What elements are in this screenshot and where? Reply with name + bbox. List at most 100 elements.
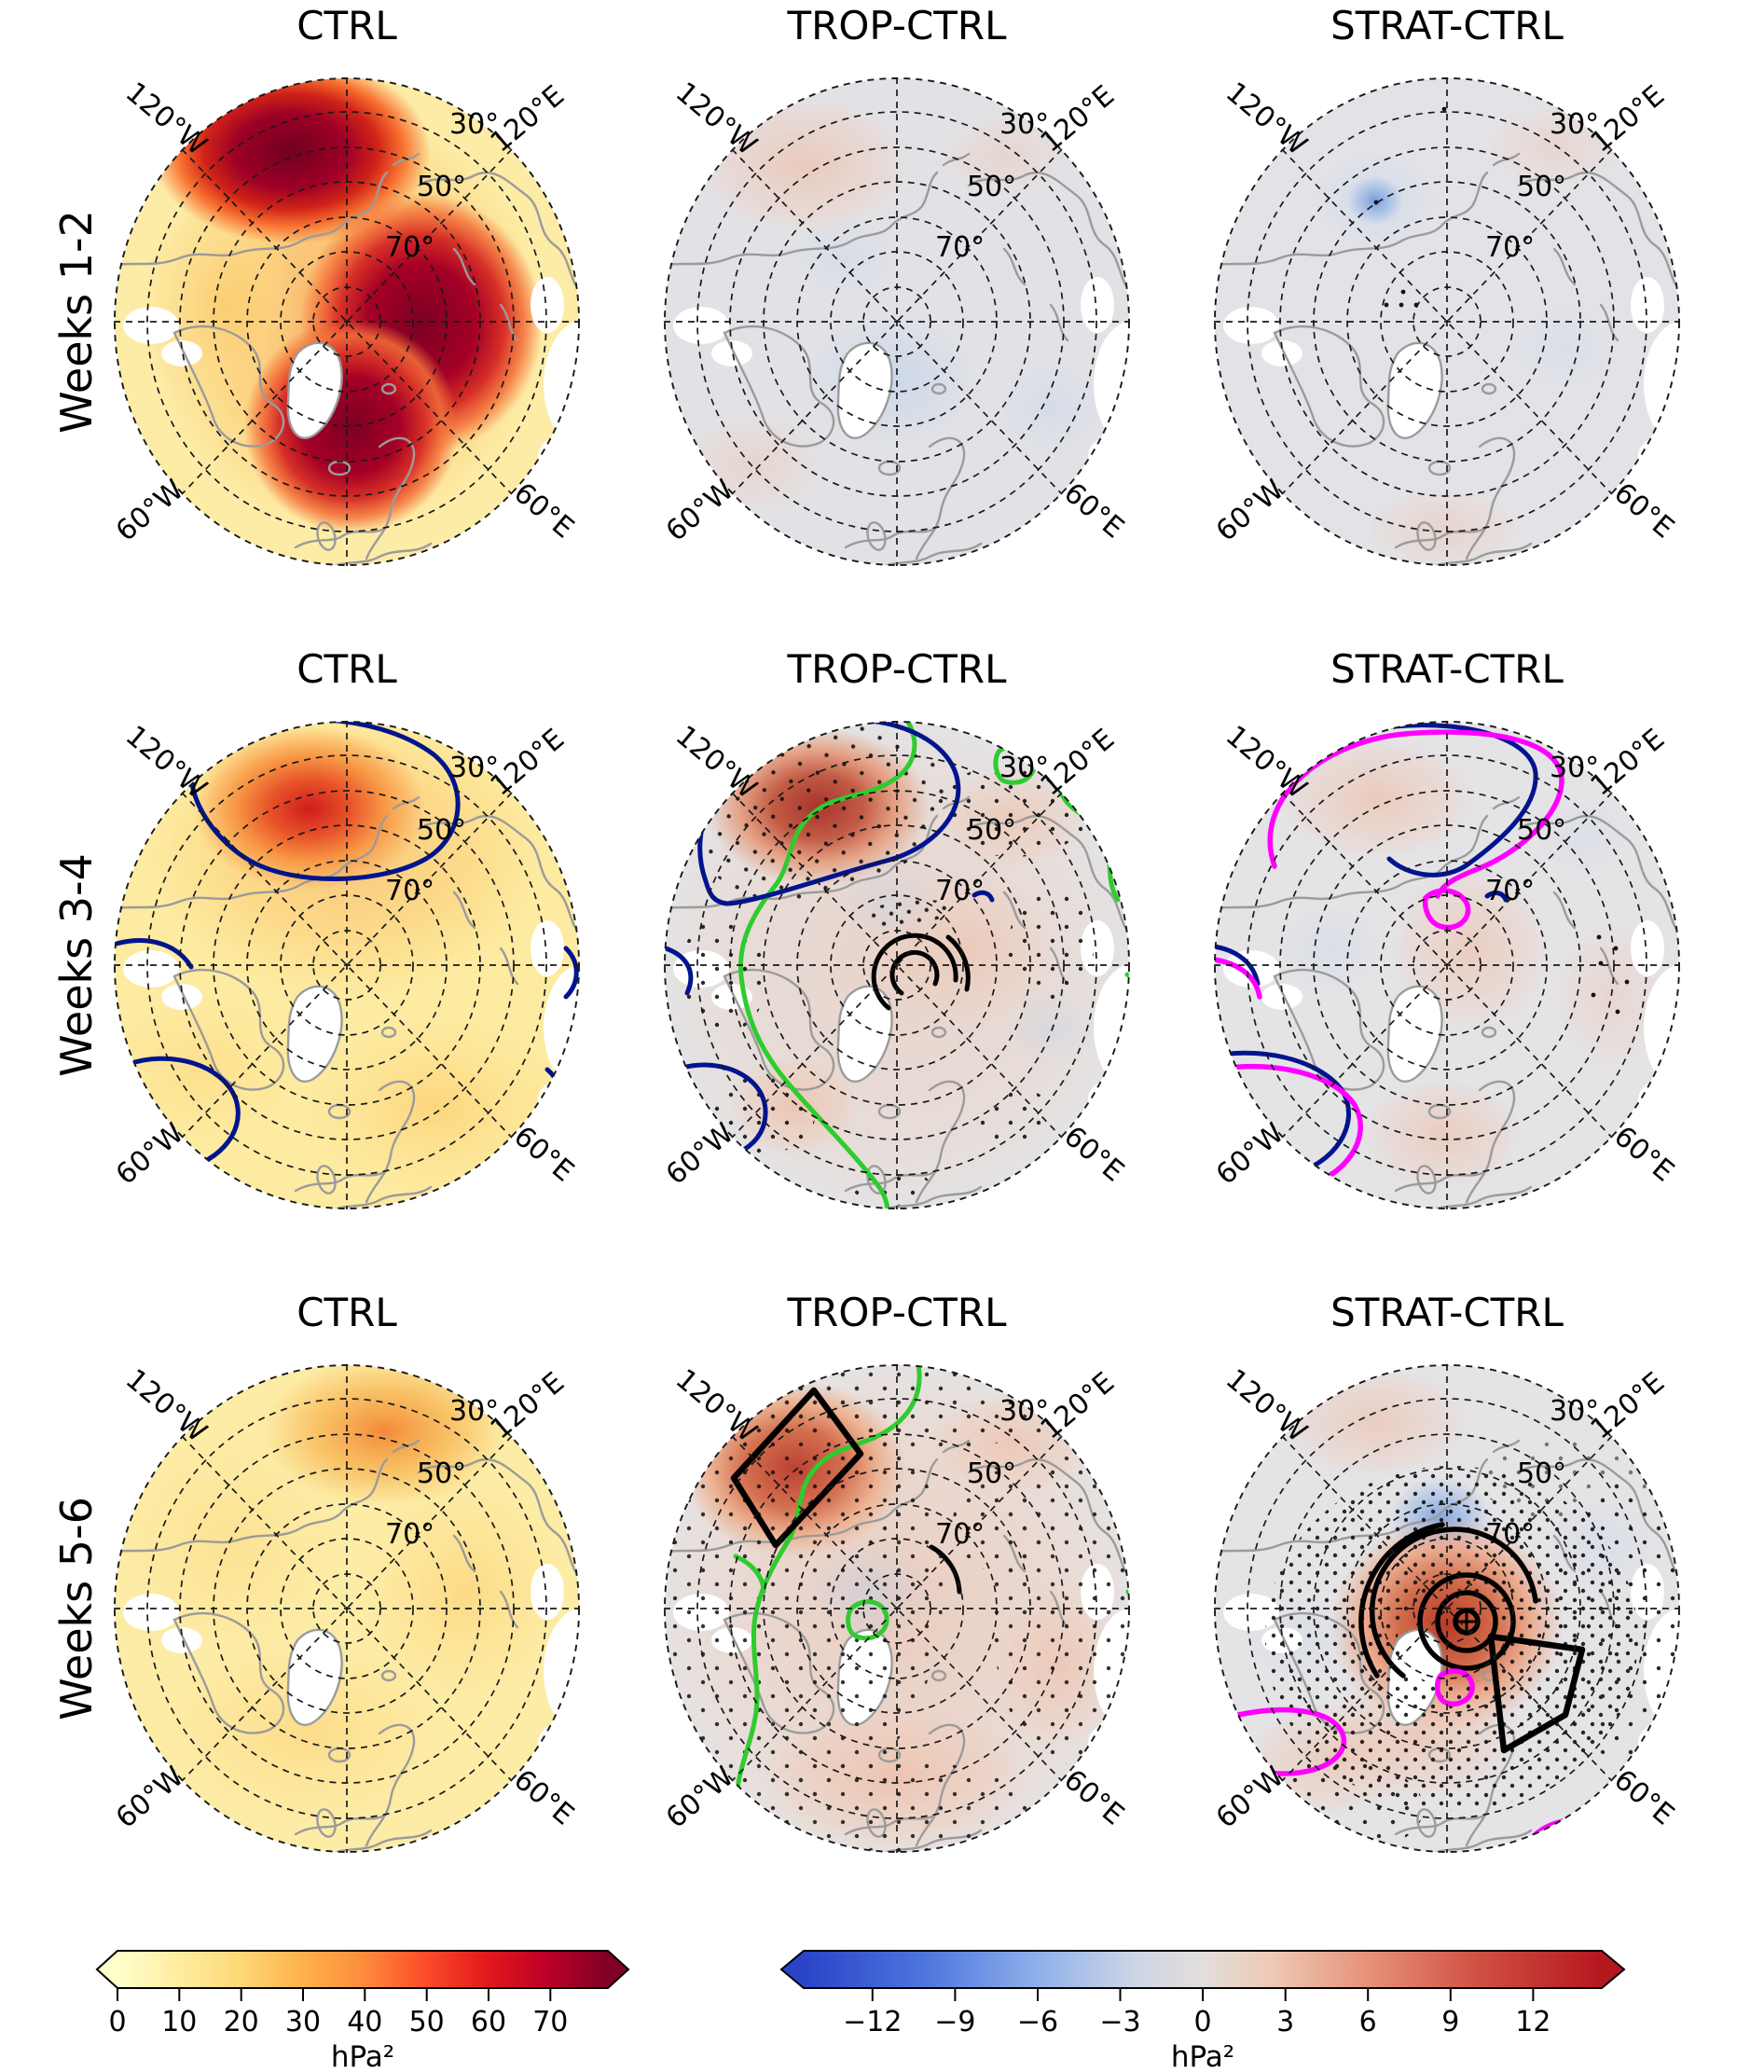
title-ctrl-r2: CTRL [296,646,397,692]
map-panel-strat-weeks-1-2: 30° 50° 70° 120°W 120°E 60°W 60°E [1210,76,1681,567]
title-strat-r2: STRAT-CTRL [1330,646,1564,692]
map-panel-trop-weeks-3-4: 30° 50° 70° 120°W 120°E 60°W 60°E [660,720,1131,1210]
lat-label-70: 70° [1485,231,1535,264]
cb-right-tick-m3: −3 [1099,2006,1140,2038]
lon-label-120w: 120°W [1220,1363,1314,1449]
map-panel-strat-weeks-5-6: 30° 50° 70° 120°W 120°E 60°W 60°E [1210,1363,1681,1854]
lat-label-30: 30° [449,108,499,141]
lat-label-70: 70° [385,875,434,907]
lon-label-120w: 120°W [669,720,764,806]
lon-label-120w: 120°W [669,1363,764,1449]
colorbar-left-bar [95,1950,630,1989]
lat-label-70: 70° [935,1518,985,1551]
cb-right-tick-12: 12 [1515,2006,1550,2038]
map-panel-ctrl-weeks-3-4: 30° 50° 70° 120°W 120°E 60°W 60°E [110,720,581,1210]
black-region-box [1487,1633,1586,1754]
lon-label-120w: 120°W [1220,76,1314,162]
cb-right-tick-m12: −12 [843,2006,902,2038]
lon-label-60e: 60°E [1607,1120,1680,1188]
map-panel-ctrl-weeks-1-2: 30° 50° 70° 120°W 120°E 60°W 60°E [110,76,581,567]
lat-label-50: 50° [1517,171,1566,203]
title-trop-r1: TROP-CTRL [787,3,1007,48]
cb-right-tick-6: 6 [1359,2006,1377,2038]
lon-label-60w: 60°W [660,1117,740,1192]
lat-label-50: 50° [417,171,466,203]
colorbar-left: 0 10 20 30 40 50 60 70 hPa² [95,1950,630,2072]
lat-label-50: 50° [967,1457,1016,1490]
lat-label-70: 70° [1485,1518,1535,1551]
lon-label-60w: 60°W [1210,1117,1290,1192]
colorbar-right-bar [779,1950,1626,1989]
cb-left-tick-0: 0 [108,2006,126,2038]
lat-label-30: 30° [449,752,499,784]
black-region-box [730,1387,864,1549]
lat-label-50: 50° [967,171,1016,203]
lon-label-60w: 60°W [660,1761,740,1835]
cb-left-tick-60: 60 [471,2006,506,2038]
lon-label-120w: 120°W [669,76,764,162]
lon-label-60e: 60°E [1607,477,1680,545]
lat-label-30: 30° [1550,752,1599,784]
lon-label-60w: 60°W [110,1117,190,1192]
lat-label-50: 50° [417,1457,466,1490]
lon-label-60e: 60°E [1607,1763,1680,1831]
lon-label-120w: 120°W [119,1363,214,1449]
stipple-dots [1591,934,1630,1015]
cb-right-tick-m6: −6 [1017,2006,1058,2038]
cb-right-tick-m9: −9 [934,2006,975,2038]
lat-label-30: 30° [1550,1395,1599,1428]
title-strat-r1: STRAT-CTRL [1330,3,1564,48]
map-panel-trop-weeks-1-2: 30° 50° 70° 120°W 120°E 60°W 60°E [660,76,1131,567]
lon-label-60w: 60°W [1210,1761,1290,1835]
lon-label-60e: 60°E [1057,477,1130,545]
map-panel-trop-weeks-5-6: 30° 50° 70° 120°W 120°E 60°W 60°E [660,1363,1131,1854]
cb-right-tick-3: 3 [1276,2006,1294,2038]
lat-label-50: 50° [417,814,466,847]
map-panel-ctrl-weeks-5-6: 30° 50° 70° 120°W 120°E 60°W 60°E [110,1363,581,1854]
black-arc [929,1544,962,1595]
title-trop-r3: TROP-CTRL [787,1290,1007,1335]
lat-label-30: 30° [449,1395,499,1428]
lat-label-50: 50° [1517,814,1566,847]
map-panel-strat-weeks-3-4: 30° 50° 70° 120°W 120°E 60°W 60°E [1210,720,1681,1210]
lon-label-60w: 60°W [110,1761,190,1835]
lon-label-60e: 60°E [1057,1120,1130,1188]
cb-left-tick-30: 30 [285,2006,321,2038]
lat-label-70: 70° [385,231,434,264]
colorbar-right: −12 −9 −6 −3 0 3 6 9 12 hPa² [779,1950,1626,2072]
lon-label-60w: 60°W [660,474,740,548]
lat-label-70: 70° [385,1518,434,1551]
stipple-dots [1373,106,1447,308]
colorbar-left-ticks [117,1988,552,2001]
lat-label-30: 30° [999,1395,1049,1428]
cb-right-unit: hPa² [1171,2040,1234,2072]
lat-label-30: 30° [999,752,1049,784]
colorbar-right-ticks [871,1988,1535,2001]
title-ctrl-r1: CTRL [296,3,397,48]
lon-label-120w: 120°W [119,720,214,806]
cb-left-unit: hPa² [331,2040,394,2072]
lon-label-60e: 60°E [1057,1763,1130,1831]
lon-label-60w: 60°W [110,474,190,548]
title-ctrl-r3: CTRL [296,1290,397,1335]
title-trop-r2: TROP-CTRL [787,646,1007,692]
cb-left-tick-40: 40 [347,2006,382,2038]
lon-label-120w: 120°W [119,76,214,162]
cb-left-tick-10: 10 [161,2006,197,2038]
cb-left-tick-70: 70 [532,2006,568,2038]
cb-right-tick-9: 9 [1441,2006,1459,2038]
cb-left-tick-50: 50 [409,2006,445,2038]
cb-right-tick-0: 0 [1194,2006,1212,2038]
lon-label-60e: 60°E [507,477,580,545]
lon-label-60e: 60°E [507,1120,580,1188]
cb-left-tick-20: 20 [224,2006,259,2038]
lat-label-70: 70° [935,875,985,907]
lon-label-60e: 60°E [507,1763,580,1831]
lat-label-50: 50° [967,814,1016,847]
lat-label-70: 70° [935,231,985,264]
lat-label-70: 70° [1485,875,1535,907]
lon-label-60w: 60°W [1210,474,1290,548]
lat-label-50: 50° [1517,1457,1566,1490]
black-concentric-rings [1358,1522,1538,1678]
